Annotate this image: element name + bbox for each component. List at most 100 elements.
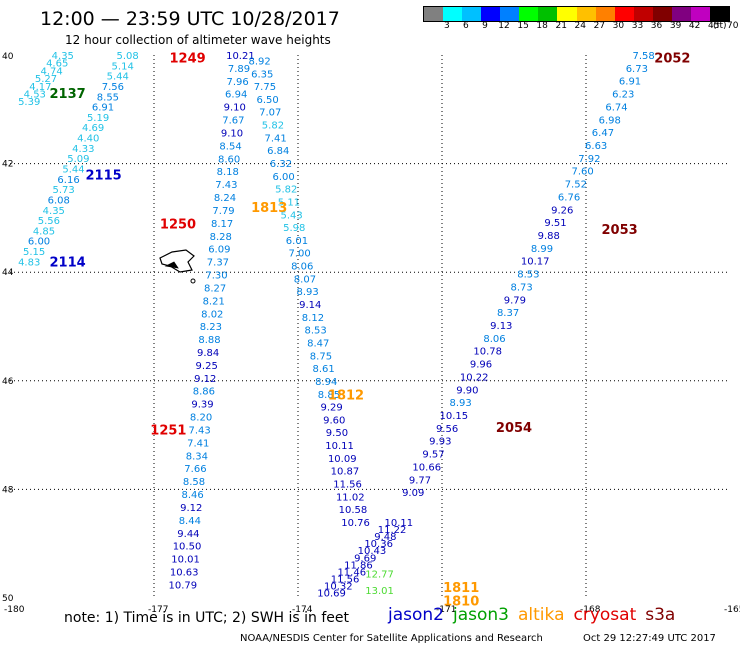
swh-value-label: 10.69 <box>317 589 346 600</box>
colorbar-tick-label: 33 <box>631 21 644 31</box>
swh-value-label: 5.39 <box>18 97 40 108</box>
swh-value-label: 7.66 <box>184 464 206 475</box>
colorbar-swatch <box>443 7 463 21</box>
x-tick-label: -177 <box>148 605 168 615</box>
swh-value-label: 6.00 <box>28 237 50 248</box>
swh-value-label: 11.22 <box>378 525 407 536</box>
pass-time-label: 1251 <box>150 424 186 439</box>
swh-value-label: 11.56 <box>331 574 360 585</box>
swh-value-label: 6.23 <box>612 90 634 101</box>
swh-value-label: 8.55 <box>97 92 119 103</box>
y-tick-label: 42 <box>2 160 13 170</box>
swh-value-label: 8.86 <box>193 387 215 398</box>
swh-value-label: 13.01 <box>365 586 394 597</box>
swh-value-label: 9.26 <box>551 205 573 216</box>
swh-value-label: 10.01 <box>171 555 200 566</box>
swh-colorbar <box>423 6 730 22</box>
colorbar-tick-label: 15 <box>517 21 529 31</box>
swh-value-label: 10.17 <box>521 257 550 268</box>
colorbar-swatch <box>614 7 634 21</box>
swh-value-label: 8.58 <box>183 477 205 488</box>
swh-value-label: 8.21 <box>203 296 225 307</box>
swh-value-label: 9.29 <box>320 403 342 414</box>
swh-value-label: 8.44 <box>179 516 201 527</box>
swh-value-label: 10.21 <box>226 51 255 62</box>
x-tick-label: -171 <box>436 605 456 615</box>
swh-value-label: 7.67 <box>222 116 244 127</box>
colorbar-tick-label: 39 <box>669 21 682 31</box>
swh-value-label: 4.17 <box>29 82 51 93</box>
swh-value-label: 8.46 <box>182 490 204 501</box>
swh-value-label: 6.63 <box>585 141 607 152</box>
y-tick-label: 40 <box>2 52 14 62</box>
credit-line: NOAA/NESDIS Center for Satellite Applica… <box>240 633 543 644</box>
footer-note: note: 1) Time is in UTC; 2) SWH is in fe… <box>64 610 350 626</box>
colorbar-tick-label: 45 <box>707 21 720 31</box>
swh-value-label: 5.27 <box>35 74 57 85</box>
islet-coastline <box>190 278 196 284</box>
swh-value-label: 9.25 <box>196 361 218 372</box>
swh-value-label: 10.87 <box>331 467 360 478</box>
swh-value-label: 9.39 <box>191 400 213 411</box>
generation-timestamp: Oct 29 12:27:49 UTC 2017 <box>583 633 716 644</box>
swh-value-label: 6.91 <box>92 103 114 114</box>
swh-value-label: 9.48 <box>374 532 396 543</box>
swh-value-label: 7.75 <box>254 82 276 93</box>
island-coastline <box>164 261 179 269</box>
swh-value-label: 9.88 <box>538 231 560 242</box>
swh-value-label: 9.50 <box>326 428 348 439</box>
swh-value-label: 10.78 <box>473 347 502 358</box>
swh-value-label: 11.86 <box>344 560 373 571</box>
colorbar-tick-label: 9 <box>482 21 488 31</box>
colorbar-swatch <box>557 7 577 21</box>
swh-value-label: 10.79 <box>168 580 197 591</box>
legend-cryosat: cryosat <box>573 605 637 625</box>
pass-time-label: 1250 <box>160 217 196 232</box>
swh-value-label: 8.85 <box>318 390 340 401</box>
swh-value-label: 7.41 <box>187 438 209 449</box>
legend-s3a: s3a <box>645 605 676 625</box>
swh-value-label: 7.96 <box>226 77 248 88</box>
swh-value-label: 5.44 <box>62 164 84 175</box>
swh-value-label: 5.43 <box>280 210 302 221</box>
swh-value-label: 6.00 <box>272 172 294 183</box>
swh-value-label: 8.20 <box>190 413 212 424</box>
swh-value-label: 8.88 <box>198 335 220 346</box>
swh-value-label: 9.79 <box>504 295 526 306</box>
colorbar-swatch <box>538 7 558 21</box>
pass-time-label: 2137 <box>50 87 86 102</box>
swh-value-label: 10.11 <box>325 441 354 452</box>
colorbar-tick-label: 30 <box>612 21 625 31</box>
swh-value-label: 4.35 <box>43 206 65 217</box>
swh-value-label: 8.92 <box>248 56 270 67</box>
swh-value-label: 9.10 <box>224 103 246 114</box>
swh-value-label: 7.07 <box>259 108 281 119</box>
swh-value-label: 10.09 <box>328 454 357 465</box>
swh-value-label: 8.61 <box>312 364 334 375</box>
swh-value-label: 10.32 <box>324 582 353 593</box>
swh-value-label: 11.56 <box>333 480 362 491</box>
colorbar-swatch <box>709 7 729 21</box>
colorbar-swatch <box>576 7 596 21</box>
swh-value-label: 4.53 <box>24 89 46 100</box>
colorbar-swatch <box>519 7 539 21</box>
x-tick-label: -180 <box>4 605 25 615</box>
swh-value-label: 12.77 <box>365 570 394 581</box>
swh-value-label: 8.23 <box>200 322 222 333</box>
pass-time-label: 1810 <box>443 595 479 610</box>
legend-jason3: jason3 <box>453 605 509 625</box>
swh-value-label: 6.84 <box>267 146 289 157</box>
swh-value-label: 7.41 <box>264 133 286 144</box>
colorbar-tick-label: 21 <box>555 21 567 31</box>
legend-jason2: jason2 <box>388 605 444 625</box>
pass-time-label: 2114 <box>50 255 86 270</box>
swh-value-label: 9.77 <box>409 475 431 486</box>
swh-value-label: 5.56 <box>38 216 60 227</box>
swh-value-label: 10.50 <box>173 542 202 553</box>
swh-value-label: 9.60 <box>323 415 345 426</box>
swh-value-label: 8.27 <box>204 283 226 294</box>
colorbar-swatch <box>690 7 710 21</box>
x-tick-label: -165 <box>724 605 740 615</box>
y-tick-label: 44 <box>2 268 14 278</box>
